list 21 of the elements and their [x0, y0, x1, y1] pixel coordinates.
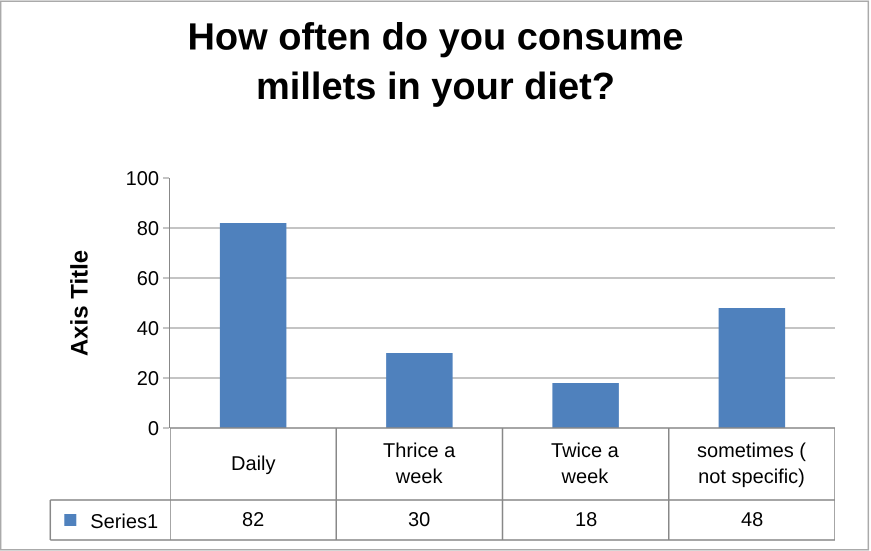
y-tick-label: 60: [136, 268, 159, 290]
y-tick-label: 40: [136, 318, 159, 340]
legend-label: Series1: [90, 510, 158, 533]
data-label: 30: [408, 509, 430, 531]
y-axis-title: Axis Title: [66, 250, 94, 356]
y-tick-label: 100: [126, 168, 159, 190]
y-tick-label: 0: [148, 418, 159, 440]
y-tick-label: 80: [136, 218, 159, 240]
x-tick-label: sometimes ( not specific): [697, 440, 806, 488]
data-label: 18: [575, 509, 598, 531]
data-label: 82: [242, 509, 264, 531]
chart-title: How often do you consume millets in your diet?: [187, 16, 684, 108]
bar: [552, 383, 619, 428]
x-tick-label: Twice a week: [551, 440, 620, 488]
y-tick-label: 20: [136, 368, 159, 390]
x-tick-label: Thrice a week: [383, 440, 456, 488]
data-label: 48: [741, 509, 764, 531]
bar: [718, 308, 786, 428]
bar: [220, 223, 286, 428]
x-tick-label: Daily: [231, 453, 276, 475]
bar: [386, 353, 453, 428]
